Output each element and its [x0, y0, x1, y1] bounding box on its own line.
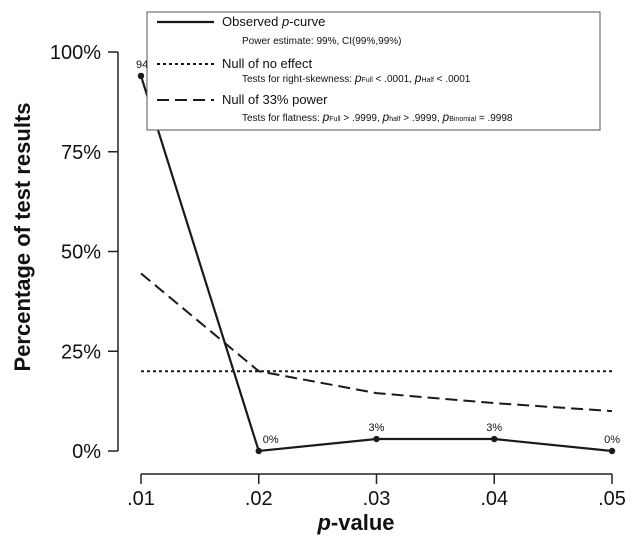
y-tick-label: 75%	[61, 142, 101, 164]
legend-label-observed: Observed p-curve	[222, 14, 325, 29]
p-subscript: Full	[329, 116, 341, 123]
x-tick-label: .03	[363, 488, 391, 510]
data-point	[608, 447, 616, 455]
p-subscript: Full	[362, 77, 374, 84]
legend-sub-observed: Power estimate: 99%, CI(99%,99%)	[242, 36, 402, 47]
legend-label-prefix: Observed	[222, 14, 282, 29]
x-tick-label: .05	[598, 488, 626, 510]
legend-label: Null of no effect	[222, 56, 312, 71]
p-symbol: p	[414, 71, 422, 85]
legend-sub-text: > .9999,	[341, 113, 383, 124]
data-label: 0%	[604, 434, 620, 446]
legend-sub-text: > .9999,	[401, 113, 443, 124]
data-point	[373, 435, 380, 443]
data-label: 3%	[369, 422, 385, 434]
p-subscript: Binomial	[449, 116, 476, 123]
series-line-dashed	[140, 272, 613, 413]
data-point	[491, 435, 498, 443]
legend-sub-text: < .0001,	[373, 74, 415, 85]
x-tick-label: .04	[480, 488, 508, 510]
data-labels: 94%0%3%3%0%	[136, 59, 620, 446]
x-axis-title-rest: -value	[331, 510, 395, 535]
p-subscript: Half	[421, 77, 434, 84]
legend-sub-text: = .9998	[476, 113, 513, 124]
legend-sub-tests: Tests for flatness: pFull > .9999, phalf…	[242, 110, 513, 124]
y-tick-label: 100%	[50, 42, 101, 64]
x-tick-label: .02	[245, 488, 273, 510]
x-axis-title: p-value	[316, 510, 394, 535]
p-symbol: p	[322, 110, 330, 124]
data-point	[255, 447, 262, 455]
p-subscript: half	[389, 116, 400, 123]
y-axis-title: Percentage of test results	[10, 103, 35, 372]
legend-sub-text: < .0001	[434, 74, 471, 85]
legend-label: Null of 33% power	[222, 92, 328, 107]
legend-label-italic: p	[281, 14, 289, 29]
p-symbol: p	[354, 71, 362, 85]
x-tick-label: .01	[127, 488, 155, 510]
p-symbol: p	[442, 110, 450, 124]
data-point	[137, 72, 145, 80]
y-tick-label: 0%	[72, 441, 101, 463]
y-tick-label: 25%	[61, 341, 101, 363]
p-symbol: p	[382, 110, 390, 124]
legend-box	[146, 11, 601, 131]
series-layer	[137, 72, 616, 455]
y-tick-label: 50%	[61, 242, 101, 264]
legend-sub-text: Tests for right-skewness:	[242, 74, 355, 85]
legend-sub-text: Tests for flatness:	[242, 113, 323, 124]
data-label: 3%	[486, 422, 502, 434]
legend-label-suffix: -curve	[289, 14, 325, 29]
data-label: 0%	[263, 434, 279, 446]
x-axis-title-italic: p	[316, 510, 330, 535]
legend-sub-tests: Tests for right-skewness: pFull < .0001,…	[242, 71, 471, 85]
axes: 0% 25% 50% 75% 100% .01 .02 .03 .04 .05	[50, 42, 626, 510]
